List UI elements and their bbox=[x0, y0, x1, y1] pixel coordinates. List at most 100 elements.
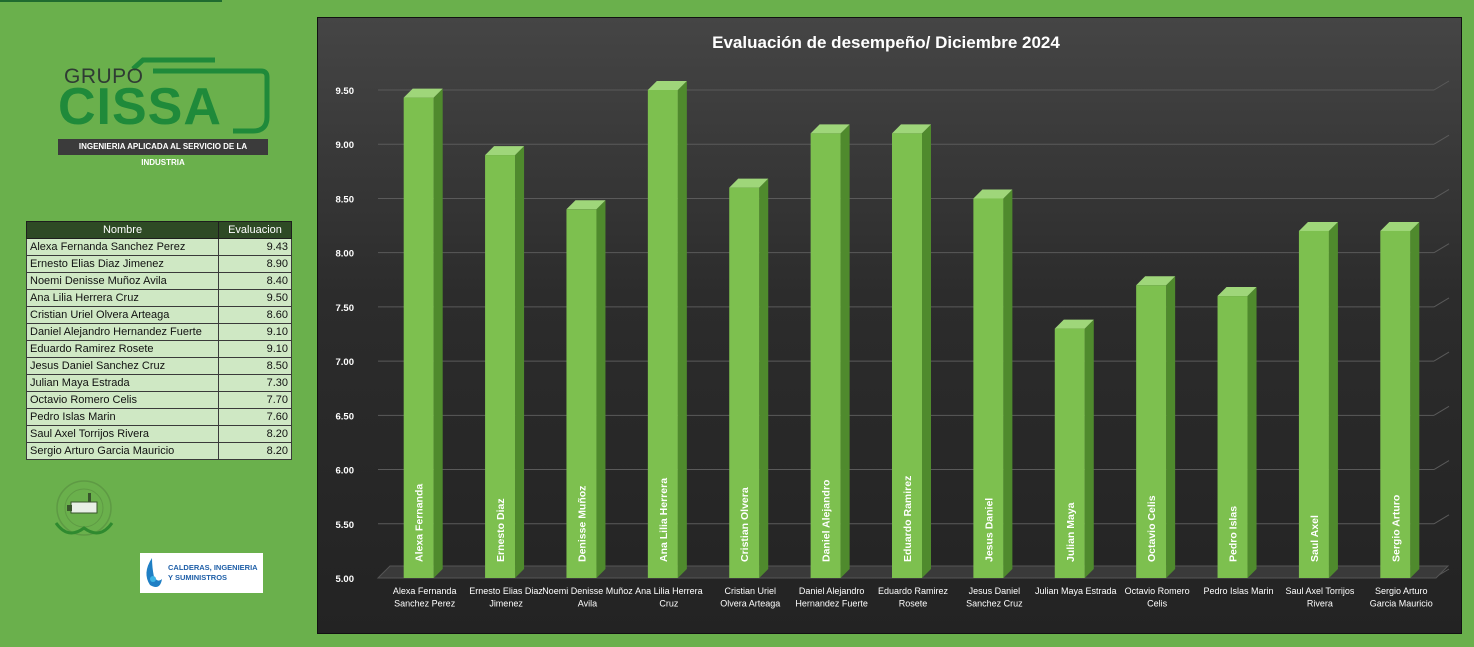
employee-name-cell[interactable]: Noemi Denisse Muñoz Avila bbox=[26, 272, 219, 290]
bar-label: Saul Axel bbox=[1309, 515, 1321, 562]
employee-name-cell[interactable]: Alexa Fernanda Sanchez Perez bbox=[26, 238, 219, 256]
gridline-depth bbox=[1433, 80, 1450, 91]
table-row: Daniel Alejandro Hernandez Fuerte 9.10 bbox=[26, 323, 292, 341]
bar bbox=[1054, 328, 1085, 578]
y-tick-label: 5.00 bbox=[336, 574, 355, 585]
employee-score-cell[interactable]: 7.30 bbox=[218, 374, 292, 392]
employee-score-cell[interactable]: 7.70 bbox=[218, 391, 292, 409]
x-category-label: Alexa Fernanda Sanchez Perez bbox=[393, 586, 457, 609]
gridline-depth bbox=[1433, 351, 1450, 362]
employee-score-cell[interactable]: 8.60 bbox=[218, 306, 292, 324]
x-category-label: Noemi Denisse Muñoz Avila bbox=[542, 586, 633, 609]
table-row: Cristian Uriel Olvera Arteaga 8.60 bbox=[26, 306, 292, 324]
employee-name-cell[interactable]: Ernesto Elias Diaz Jimenez bbox=[26, 255, 219, 273]
employee-name-cell[interactable]: Daniel Alejandro Hernandez Fuerte bbox=[26, 323, 219, 341]
bar-side bbox=[596, 200, 606, 579]
bar bbox=[1136, 285, 1167, 578]
employee-score-cell[interactable]: 9.10 bbox=[218, 323, 292, 341]
bar-side bbox=[1247, 287, 1257, 578]
employee-score-cell[interactable]: 8.90 bbox=[218, 255, 292, 273]
bar-label: Denisse Muñoz bbox=[576, 486, 588, 562]
partner-logo-icon: CALDERAS, INGENIERIA Y SUMINISTROS bbox=[146, 558, 258, 587]
bar-side bbox=[759, 178, 769, 578]
employee-name-cell[interactable]: Julian Maya Estrada bbox=[26, 374, 219, 392]
gridline-depth bbox=[1433, 514, 1450, 525]
bar-top bbox=[403, 88, 443, 98]
bar-side bbox=[1328, 221, 1338, 578]
bar bbox=[566, 209, 597, 579]
bar-top bbox=[973, 189, 1013, 199]
x-category-label: Ana Lilia Herrera Cruz bbox=[635, 586, 703, 609]
table-row: Julian Maya Estrada 7.30 bbox=[26, 374, 292, 392]
logo-tagline: INGENIERIA APLICADA AL SERVICIO DE LA IN… bbox=[58, 139, 268, 167]
employee-score-cell[interactable]: 7.60 bbox=[218, 408, 292, 426]
top-strip bbox=[0, 0, 222, 2]
table-row: Ana Lilia Herrera Cruz 9.50 bbox=[26, 289, 292, 307]
bar-top bbox=[729, 178, 769, 188]
table-row: Ernesto Elias Diaz Jimenez 8.90 bbox=[26, 255, 292, 273]
x-category-label: Julian Maya Estrada bbox=[1035, 586, 1117, 596]
bar-side bbox=[677, 81, 687, 578]
gridline-depth bbox=[1433, 134, 1450, 145]
x-category-label: Ernesto Elias Diaz Jimenez bbox=[469, 586, 543, 609]
bar-top bbox=[1217, 287, 1257, 297]
partner-logo: CALDERAS, INGENIERIA Y SUMINISTROS bbox=[140, 553, 263, 593]
table-row: Saul Axel Torrijos Rivera 8.20 bbox=[26, 425, 292, 443]
employee-name-cell[interactable]: Saul Axel Torrijos Rivera bbox=[26, 425, 219, 443]
employee-score-cell[interactable]: 9.10 bbox=[218, 340, 292, 358]
bar-top bbox=[1298, 221, 1338, 231]
employee-score-cell[interactable]: 8.20 bbox=[218, 425, 292, 443]
y-tick-label: 6.00 bbox=[336, 466, 355, 477]
employee-name-cell[interactable]: Octavio Romero Celis bbox=[26, 391, 219, 409]
logo-pipe-graphic bbox=[131, 57, 270, 134]
employee-score-cell[interactable]: 8.50 bbox=[218, 357, 292, 375]
employee-name-cell[interactable]: Cristian Uriel Olvera Arteaga bbox=[26, 306, 219, 324]
employee-name-cell[interactable]: Pedro Islas Marin bbox=[26, 408, 219, 426]
bar-label: Ernesto Diaz bbox=[495, 498, 507, 562]
y-tick-label: 9.50 bbox=[336, 86, 355, 97]
table-row: Jesus Daniel Sanchez Cruz 8.50 bbox=[26, 357, 292, 375]
y-tick-label: 7.00 bbox=[336, 357, 355, 368]
table-row: Noemi Denisse Muñoz Avila 8.40 bbox=[26, 272, 292, 290]
employee-name-cell[interactable]: Ana Lilia Herrera Cruz bbox=[26, 289, 219, 307]
employee-name-cell[interactable]: Jesus Daniel Sanchez Cruz bbox=[26, 357, 219, 375]
logo-name-text: CISSA bbox=[58, 78, 222, 136]
y-tick-label: 5.50 bbox=[336, 520, 355, 531]
bar bbox=[403, 97, 434, 578]
bar-top bbox=[1136, 276, 1176, 286]
employee-score-cell[interactable]: 9.50 bbox=[218, 289, 292, 307]
x-category-label: Octavio Romero Celis bbox=[1125, 586, 1190, 609]
y-tick-label: 8.00 bbox=[336, 249, 355, 260]
bar bbox=[1298, 230, 1329, 578]
bar bbox=[973, 198, 1004, 578]
x-category-label: Sergio Arturo Garcia Mauricio bbox=[1370, 586, 1433, 609]
x-category-label: Cristian Uriel Olvera Arteaga bbox=[720, 586, 780, 609]
x-category-label: Pedro Islas Marin bbox=[1204, 586, 1274, 596]
employee-score-cell[interactable]: 8.20 bbox=[218, 442, 292, 460]
header-score: Evaluacion bbox=[218, 221, 292, 239]
performance-chart: Evaluación de desempeño/ Diciembre 2024 … bbox=[317, 17, 1462, 634]
employee-name-cell[interactable]: Sergio Arturo Garcia Mauricio bbox=[26, 442, 219, 460]
bar-label: Cristian Olvera bbox=[739, 487, 751, 562]
bar-top bbox=[892, 124, 931, 134]
bar bbox=[892, 133, 922, 578]
bar-top bbox=[566, 200, 606, 210]
gridline-depth bbox=[1433, 405, 1450, 416]
bar-side bbox=[922, 124, 931, 578]
chart-title: Evaluación de desempeño/ Diciembre 2024 bbox=[712, 33, 1060, 52]
bar-label: Julian Maya bbox=[1065, 502, 1077, 562]
y-tick-label: 6.50 bbox=[336, 411, 355, 422]
partner-line2: Y SUMINISTROS bbox=[168, 573, 227, 582]
employee-name-cell[interactable]: Eduardo Ramirez Rosete bbox=[26, 340, 219, 358]
bar bbox=[647, 90, 678, 578]
bar-label: Alexa Fernanda bbox=[414, 484, 426, 562]
gridline-depth bbox=[1433, 243, 1450, 254]
employee-score-cell[interactable]: 9.43 bbox=[218, 238, 292, 256]
bar bbox=[810, 133, 841, 578]
y-tick-label: 9.00 bbox=[336, 140, 355, 151]
employee-score-cell[interactable]: 8.40 bbox=[218, 272, 292, 290]
x-category-label: Daniel Alejandro Hernandez Fuerte bbox=[795, 586, 868, 609]
bar-side bbox=[1003, 189, 1013, 578]
bar bbox=[485, 155, 516, 579]
x-category-label: Saul Axel Torrijos Rivera bbox=[1285, 586, 1354, 609]
